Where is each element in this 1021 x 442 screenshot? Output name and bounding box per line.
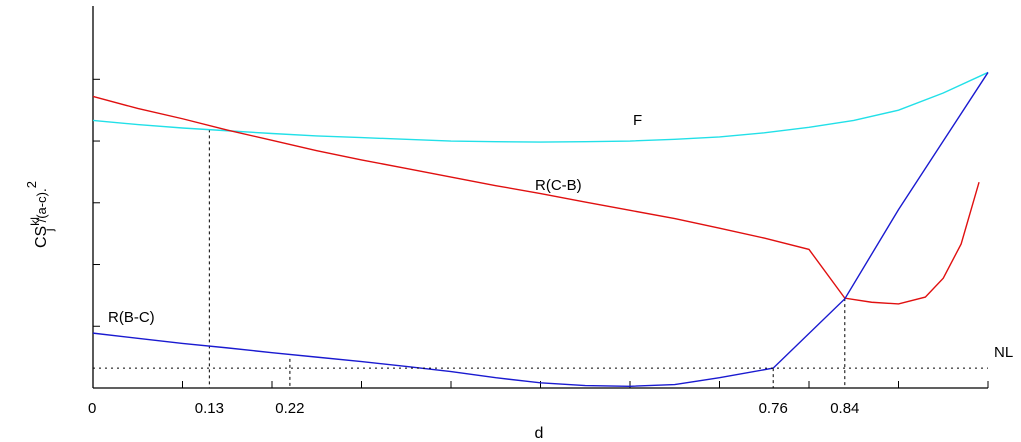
x-tick-label: 0.13 [195, 400, 224, 417]
y-axis-title-part: 2 [24, 181, 39, 188]
series-f-label: F [633, 112, 642, 129]
x-tick-label: 0.84 [830, 400, 859, 417]
y-axis-title-part: /(a-c) [34, 192, 49, 222]
series-r-c-b-line [92, 95, 980, 305]
y-axis-title-part: . [33, 188, 49, 192]
x-tick-label: 0.22 [275, 400, 304, 417]
y-axis-title-part: CS [33, 226, 50, 248]
x-tick-label: 0 [88, 400, 96, 417]
series-f-line [92, 71, 989, 143]
series-r-b-c-label: R(B-C) [108, 309, 155, 326]
series-r-c-b-label: R(C-B) [535, 177, 582, 194]
series-r-b-c-line [92, 72, 989, 387]
series-nl-label: NL [994, 344, 1013, 361]
x-axis-title: d [535, 425, 544, 442]
y-axis-title-part: j [42, 228, 56, 232]
y-axis-title: CSklj /(a-c).2 [24, 181, 56, 248]
y-axis-title-part: kl [28, 217, 42, 226]
x-tick-label: 0.76 [759, 400, 788, 417]
